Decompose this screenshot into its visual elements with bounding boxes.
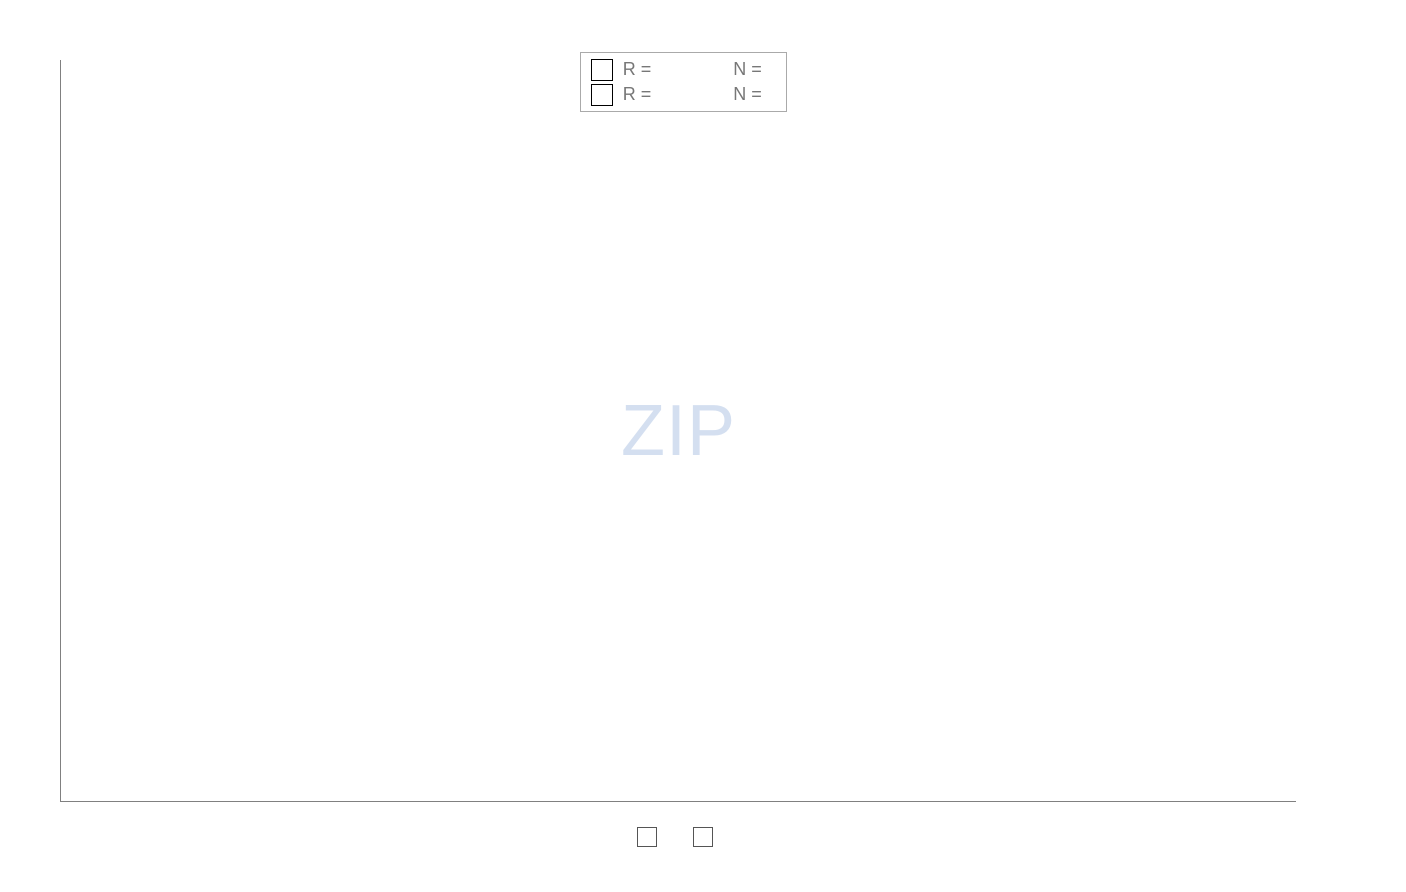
chart-container: ZIP R = N = R = N = <box>40 46 1396 852</box>
n-label: N = <box>733 82 762 107</box>
bottom-legend <box>637 827 721 847</box>
r-label: R = <box>623 57 652 82</box>
r-label: R = <box>623 82 652 107</box>
plot-area: ZIP R = N = R = N = <box>60 60 1296 802</box>
swatch-series-1 <box>591 59 613 81</box>
legend-item-1 <box>637 827 665 847</box>
swatch-series-2 <box>693 827 713 847</box>
n-label: N = <box>733 57 762 82</box>
legend-row-1: R = N = <box>591 57 772 82</box>
swatch-series-2 <box>591 84 613 106</box>
legend-item-2 <box>693 827 721 847</box>
watermark: ZIP <box>621 390 736 472</box>
stats-legend: R = N = R = N = <box>580 52 787 112</box>
swatch-series-1 <box>637 827 657 847</box>
legend-row-2: R = N = <box>591 82 772 107</box>
